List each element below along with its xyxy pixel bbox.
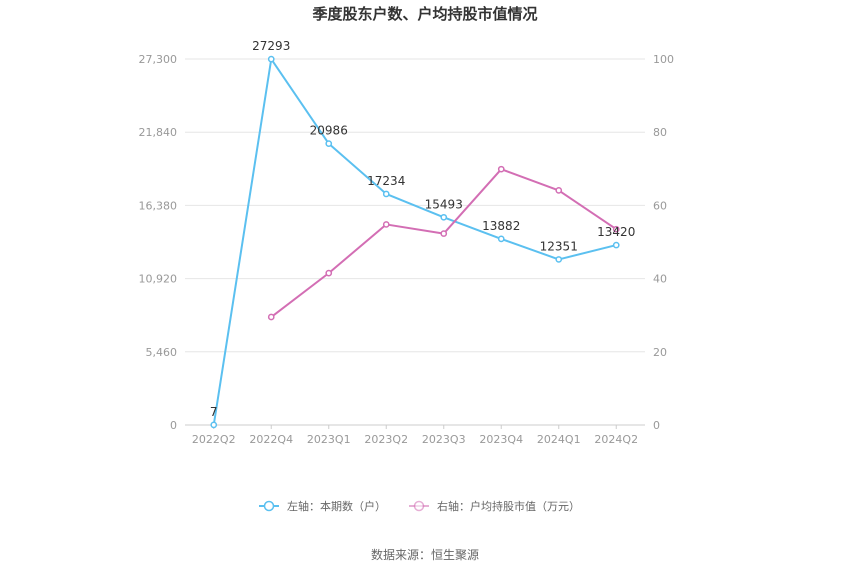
data-point[interactable] [612, 241, 620, 249]
left-tick-label: 5,460 [146, 346, 178, 359]
data-point[interactable] [267, 55, 275, 63]
right-axis: 0 20 40 60 80 100 [653, 53, 674, 432]
legend-marker [263, 500, 275, 512]
right-tick-label: 40 [653, 273, 667, 286]
right-tick-label: 20 [653, 346, 667, 359]
series-line-0 [212, 58, 617, 426]
legend-label: 左轴：本期数（户） [287, 499, 386, 513]
legend-label: 右轴：户均持股市值（万元） [437, 499, 580, 513]
data-label: 27293 [252, 39, 290, 53]
legend-item-0[interactable]: 左轴：本期数（户） [259, 499, 386, 513]
legend: 左轴：本期数（户） 右轴：户均持股市值（万元） [259, 499, 580, 513]
data-point[interactable] [267, 313, 275, 321]
left-tick-label: 21,840 [139, 126, 178, 139]
data-point[interactable] [382, 190, 390, 198]
left-tick-label: 10,920 [139, 273, 178, 286]
x-axis: 2022Q2 2022Q4 2023Q1 2023Q2 2023Q3 2023Q4 2024… [192, 425, 638, 446]
legend-marker [413, 500, 425, 512]
legend-item-1[interactable]: 右轴：户均持股市值（万元） [409, 499, 580, 513]
data-point[interactable] [497, 165, 505, 173]
x-tick-label: 2023Q1 [307, 433, 351, 446]
data-label: 13420 [597, 225, 635, 239]
x-tick-label: 2023Q3 [422, 433, 466, 446]
data-point[interactable] [440, 213, 448, 221]
left-tick-label: 27,300 [139, 53, 178, 66]
grid [185, 58, 645, 426]
left-tick-label: 0 [170, 419, 177, 432]
data-point[interactable] [497, 235, 505, 243]
data-labels: 7 27293 20986 17234 15493 13882 12351 13420 [210, 39, 635, 419]
data-point[interactable] [440, 230, 448, 237]
x-tick-label: 2023Q4 [479, 433, 523, 446]
data-label: 20986 [310, 124, 348, 138]
data-label: 7 [210, 405, 218, 419]
x-tick-label: 2022Q4 [249, 433, 293, 446]
left-axis: 0 5,460 10,920 16,380 21,840 27,300 [139, 53, 178, 432]
data-label: 13882 [482, 219, 520, 233]
data-point[interactable] [555, 187, 563, 194]
x-tick-label: 2024Q2 [594, 433, 638, 446]
data-label: 15493 [425, 197, 463, 211]
data-label: 17234 [367, 174, 405, 188]
x-tick-label: 2024Q1 [537, 433, 581, 446]
data-point[interactable] [210, 421, 218, 429]
source-note: 数据来源：恒生聚源 [371, 547, 479, 562]
right-tick-label: 0 [653, 419, 660, 432]
right-tick-label: 100 [653, 53, 674, 66]
right-tick-label: 80 [653, 126, 667, 139]
data-label: 12351 [540, 239, 578, 253]
x-tick-label: 2023Q2 [364, 433, 408, 446]
chart-title: 季度股东户数、户均持股市值情况 [312, 5, 537, 23]
data-point[interactable] [555, 256, 563, 263]
data-point[interactable] [325, 140, 333, 147]
series [210, 55, 620, 429]
data-point[interactable] [325, 269, 333, 277]
left-tick-label: 16,380 [139, 199, 178, 212]
data-point[interactable] [382, 221, 390, 228]
right-tick-label: 60 [653, 199, 667, 212]
data-point[interactable] [612, 225, 620, 233]
x-tick-label: 2022Q2 [192, 433, 236, 446]
